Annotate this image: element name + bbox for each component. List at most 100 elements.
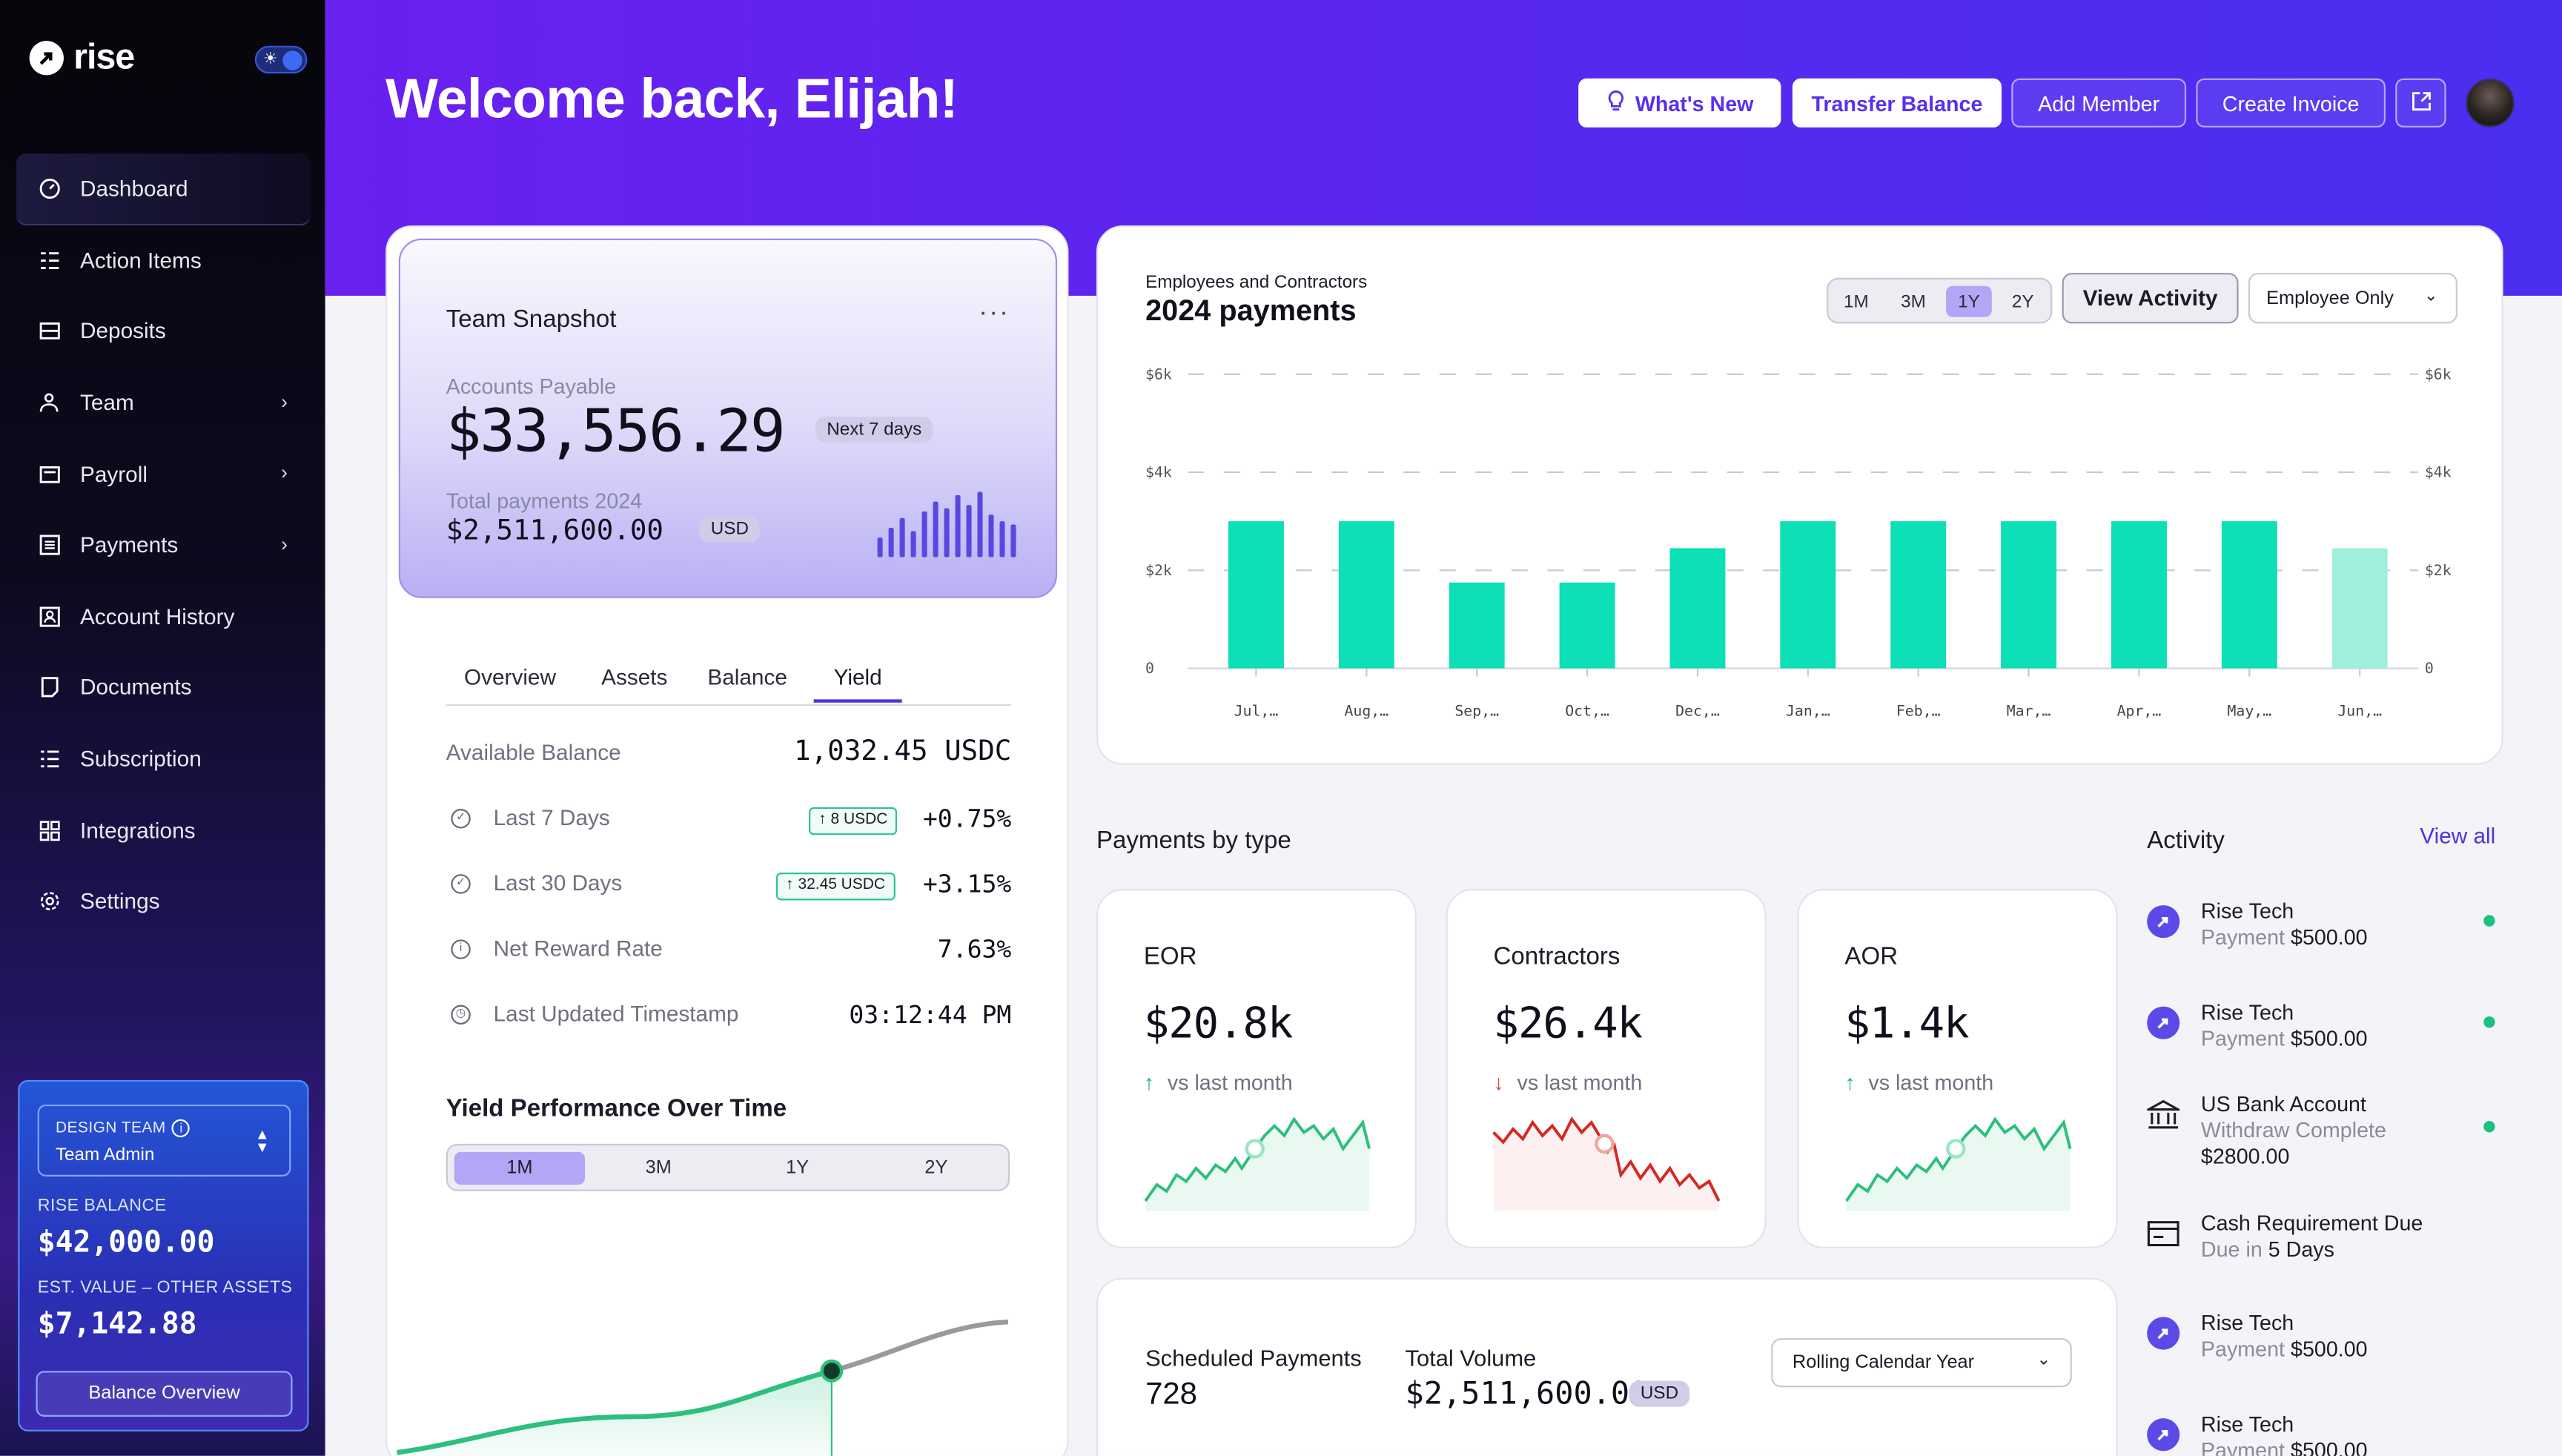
aor-sparkline [1845,1116,2072,1211]
yield-area [397,1371,832,1456]
view-all-link[interactable]: View all [2420,823,2496,848]
payment-type-card-eor[interactable]: EOR $20.8k ↑ vs last month [1096,889,1417,1248]
payment-type-name: Contractors [1493,942,1621,971]
bar[interactable] [1449,582,1505,669]
bar[interactable] [1228,521,1284,669]
chevron-right-icon: › [281,532,288,556]
sidebar-item-payroll[interactable]: Payroll › [16,439,311,510]
sidebar-item-action-items[interactable]: Action Items [16,225,311,296]
yield-row-label: Last 7 Days [493,805,610,830]
gear-icon [38,890,61,913]
employee-filter-select[interactable]: Employee Only ⌄ [2248,273,2457,324]
transfer-balance-button[interactable]: Transfer Balance [1792,78,2002,128]
balance-overview-button[interactable]: Balance Overview [36,1371,293,1417]
bar[interactable] [1890,521,1947,669]
external-link-button[interactable] [2395,78,2446,128]
accounts-payable-label: Accounts Payable [446,374,617,399]
range-2y[interactable]: 2Y [2011,291,2034,311]
chevron-down-icon: ⌄ [2036,1351,2051,1370]
info-icon: i [451,939,471,959]
rise-balance-value: $42,000.00 [37,1225,215,1260]
sidebar-item-account-history[interactable]: Account History [16,581,311,652]
yield-row-value: 7.63% [937,934,1012,964]
x-tick-label: Jun,… [2337,702,2382,719]
sidebar-item-team[interactable]: Team › [16,367,311,438]
sidebar-item-settings[interactable]: Settings [16,866,311,937]
sidebar-item-integrations[interactable]: Integrations [16,795,311,866]
yield-line-past [397,1369,833,1455]
sidebar-item-payments[interactable]: Payments › [16,510,311,581]
bar[interactable] [2331,548,2388,669]
yield-row-label: Last 30 Days [493,870,623,896]
rise-logo-icon [2147,1317,2180,1350]
yield-row-value: +3.15% [922,869,1012,899]
activity-item-sub: Payment [2200,1437,2285,1456]
bar[interactable] [1780,521,1836,669]
sidebar-item-subscription[interactable]: Subscription [16,724,311,795]
yield-marker [820,1359,844,1383]
more-options-icon[interactable]: ··· [979,299,1010,327]
tab-overview[interactable]: Overview [463,665,556,690]
payment-type-card-contractors[interactable]: Contractors $26.4k ↓ vs last month [1446,889,1767,1248]
scheduled-payments-count: 728 [1145,1377,1197,1412]
tab-balance[interactable]: Balance [707,665,787,690]
bar[interactable] [2221,521,2277,669]
team-selector[interactable]: DESIGN TEAM i Team Admin ▲ ▼ [37,1104,291,1177]
range-3m[interactable]: 3M [1901,291,1926,311]
bar[interactable] [1559,582,1615,669]
period-select[interactable]: Rolling Calendar Year ⌄ [1771,1338,2072,1388]
mini-bar [877,537,883,557]
info-icon[interactable]: i [172,1119,191,1138]
activity-item-sub: Withdraw Complete [2200,1117,2386,1142]
team-snapshot-card: Team Snapshot ··· Accounts Payable $33,5… [398,238,1058,598]
whats-new-button[interactable]: What's New [1578,78,1781,128]
invoice-icon [2147,1217,2179,1250]
aor-sparkline-area [1846,1119,2071,1211]
range-1m[interactable]: 1M [454,1151,586,1185]
activity-item-title: Rise Tech [2200,999,2294,1025]
add-member-button[interactable]: Add Member [2011,78,2187,128]
activity-item-amount: $500.00 [2291,1026,2368,1051]
brand-logo[interactable]: rise [29,36,135,78]
document-icon [38,676,61,699]
payment-type-name: AOR [1844,942,1899,971]
payment-type-card-aor[interactable]: AOR $1.4k ↑ vs last month [1797,889,2118,1248]
subscription-icon [38,747,61,770]
yield-row-badge: ↑ 8 USDC [809,807,898,835]
bar[interactable] [1338,521,1394,669]
create-invoice-button[interactable]: Create Invoice [2196,78,2386,128]
range-1y[interactable]: 1Y [1946,285,1992,317]
activity-item-title: Rise Tech [2200,899,2294,924]
yield-performance-title: Yield Performance Over Time [446,1094,787,1123]
tab-yield[interactable]: Yield [813,665,902,703]
range-2y[interactable]: 2Y [924,1158,948,1179]
trend-text: vs last month [1167,1070,1293,1095]
user-avatar[interactable] [2465,78,2515,128]
bar[interactable] [1669,548,1726,669]
payments-icon [38,534,61,557]
yield-row: ✓ Last 7 Days ↑ 8 USDC +0.75% [446,804,1011,836]
bar[interactable] [2111,521,2167,669]
tab-assets[interactable]: Assets [601,665,668,690]
status-dot [2483,915,2495,927]
range-1y[interactable]: 1Y [786,1158,810,1179]
x-tick-label: Jul,… [1234,702,1279,719]
range-3m[interactable]: 3M [645,1158,672,1179]
status-dot [2483,1016,2495,1028]
sidebar-item-dashboard[interactable]: Dashboard [16,153,311,225]
grid-icon [38,819,61,842]
sidebar-item-deposits[interactable]: Deposits [16,296,311,367]
range-1m[interactable]: 1M [1844,291,1869,311]
payments-bar-chart: 0 0 $2k $2k $4k $4k $6k $6k Jul,… Aug,… Sep,… Oct,…… [1145,365,2452,719]
yield-row: i Net Reward Rate 7.63% [446,934,1012,967]
theme-toggle[interactable]: ☀ [254,45,308,74]
view-activity-button[interactable]: View Activity [2062,273,2239,324]
account-history-icon [38,605,61,628]
mini-bar [888,527,894,557]
chevron-right-icon: › [281,390,288,414]
bar[interactable] [2001,521,2057,669]
chart-title: 2024 payments [1145,294,1357,327]
sidebar-item-documents[interactable]: Documents [16,652,311,724]
sidebar-item-label: Subscription [80,747,202,772]
activity-item-sub: Payment [2200,924,2285,950]
